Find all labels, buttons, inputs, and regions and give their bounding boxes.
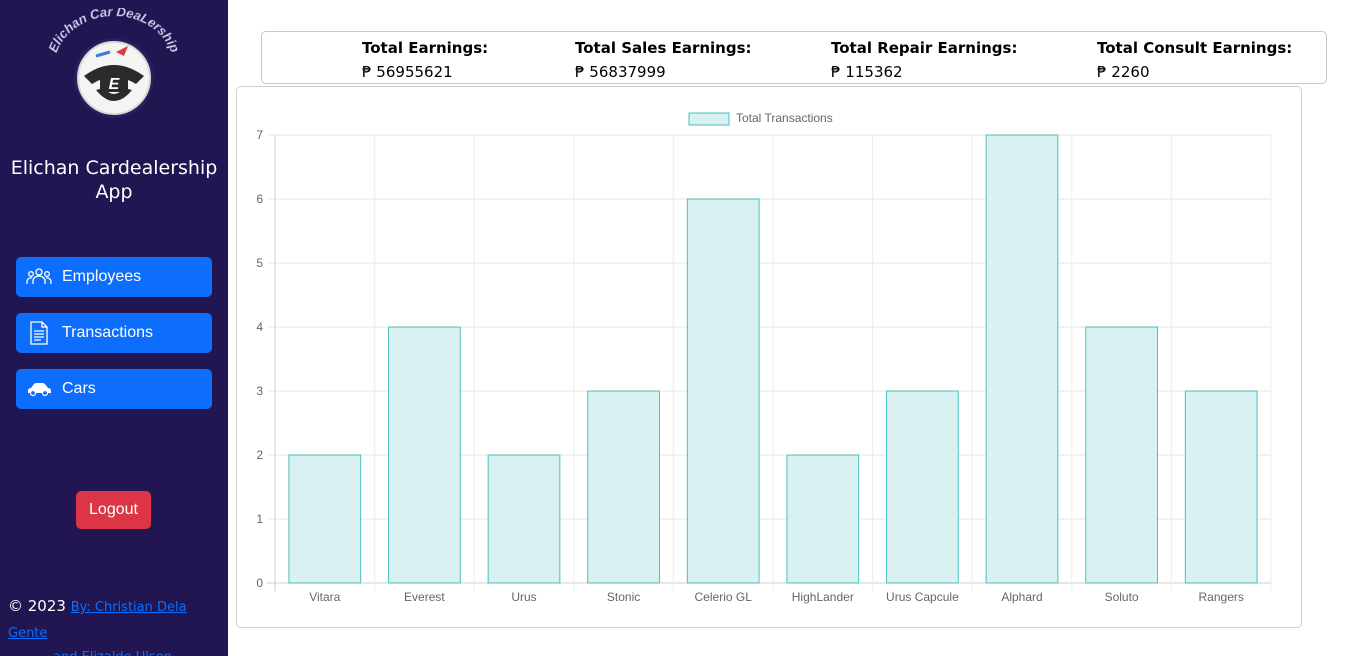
credit-link-line2[interactable]: and Elizalde Ulson [8, 646, 223, 656]
y-tick-label: 1 [256, 512, 263, 526]
copyright-text: © 2023 [8, 597, 66, 615]
x-tick-label: HighLander [792, 590, 854, 604]
total-sales-earnings: Total Sales Earnings: ₱ 56837999 [575, 36, 752, 84]
y-tick-label: 4 [256, 320, 263, 334]
total-consult-earnings: Total Consult Earnings: ₱ 2260 [1097, 36, 1292, 84]
nav-transactions-button[interactable]: Transactions [16, 313, 212, 353]
total-sales-earnings-value: ₱ 56837999 [575, 63, 666, 81]
bar-urus-capcule[interactable] [886, 390, 959, 584]
app-title: Elichan Cardealership App [10, 157, 218, 203]
bar-vitara[interactable] [288, 454, 362, 584]
y-tick-label: 7 [256, 128, 263, 142]
bar-rangers[interactable] [1184, 390, 1258, 584]
bar-celerio-gl[interactable] [686, 198, 760, 584]
total-repair-earnings: Total Repair Earnings: ₱ 115362 [831, 36, 1017, 84]
people-icon [16, 257, 62, 297]
x-tick-label: Everest [404, 590, 445, 604]
nav-cars-button[interactable]: Cars [16, 369, 212, 409]
x-tick-label: Stonic [607, 590, 640, 604]
bar-everest[interactable] [388, 326, 461, 584]
y-tick-label: 5 [256, 256, 263, 270]
legend-swatch [688, 112, 730, 126]
svg-text:E: E [109, 76, 121, 93]
logout-button[interactable]: Logout [76, 491, 151, 529]
bar-stonic[interactable] [587, 390, 660, 584]
x-tick-label: Rangers [1199, 590, 1244, 604]
x-tick-label: Vitara [309, 590, 340, 604]
y-tick-label: 2 [256, 448, 263, 462]
total-consult-earnings-label: Total Consult Earnings: [1097, 39, 1293, 57]
bar-soluto[interactable] [1085, 326, 1158, 584]
transactions-chart-card: 0 1 2 3 4 5 6 7 Vitara Everest Urus Stonic Celerio … [236, 86, 1302, 628]
nav-cars-label: Cars [62, 380, 96, 397]
y-tick-label: 3 [256, 384, 263, 398]
car-icon [16, 369, 62, 409]
x-tick-label: Soluto [1105, 590, 1139, 604]
sidebar: Elichan Car DeaLership E Elichan Cardeal… [0, 0, 228, 656]
total-consult-earnings-value: ₱ 2260 [1097, 63, 1150, 81]
total-repair-earnings-label: Total Repair Earnings: [831, 39, 1018, 57]
x-tick-label: Urus Capcule [886, 590, 959, 604]
x-tick-label: Celerio GL [695, 590, 753, 604]
y-tick-label: 6 [256, 192, 263, 206]
transactions-bar-chart: 0 1 2 3 4 5 6 7 Vitara Everest Urus Stonic Celerio … [256, 111, 1272, 604]
total-earnings: Total Earnings: ₱ 56955621 [362, 36, 488, 84]
x-tick-label: Alphard [1001, 590, 1042, 604]
bar-highlander[interactable] [786, 454, 860, 584]
earnings-summary: Total Earnings: ₱ 56955621 Total Sales E… [261, 31, 1327, 84]
document-icon [16, 313, 62, 353]
app-logo: Elichan Car DeaLership E [44, 4, 184, 124]
total-earnings-label: Total Earnings: [362, 39, 489, 57]
credit-link-line1[interactable]: By: Christian Dela Gente [8, 600, 187, 641]
chart-legend[interactable]: Total Transactions [688, 111, 833, 126]
footer: © 2023 By: Christian Dela Gente and Eliz… [8, 594, 223, 656]
y-tick-label: 0 [256, 576, 263, 590]
bar-alphard[interactable] [985, 134, 1059, 584]
nav-transactions-label: Transactions [62, 324, 153, 341]
total-sales-earnings-label: Total Sales Earnings: [575, 39, 752, 57]
nav-employees-label: Employees [62, 268, 142, 285]
bar-urus[interactable] [487, 454, 561, 584]
total-repair-earnings-value: ₱ 115362 [831, 63, 903, 81]
nav-employees-button[interactable]: Employees [16, 257, 212, 297]
legend-label: Total Transactions [736, 111, 833, 125]
x-tick-label: Urus [511, 590, 536, 604]
total-earnings-value: ₱ 56955621 [362, 63, 453, 81]
